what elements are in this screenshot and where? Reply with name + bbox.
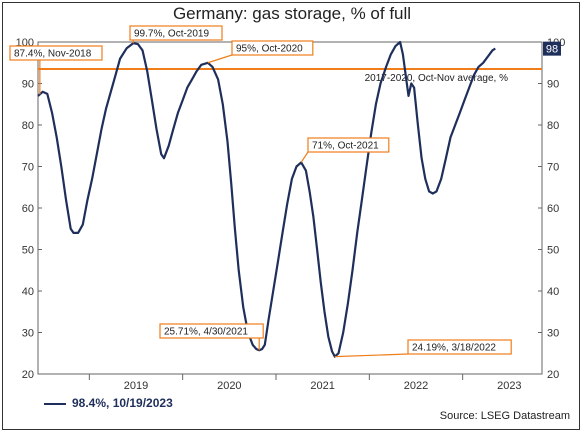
annotation-label: 24.19%, 3/18/2022: [412, 343, 496, 354]
y-tick-label-left: 90: [22, 79, 34, 91]
y-tick-label-right: 60: [547, 203, 559, 215]
series-line: [37, 40, 496, 358]
chart-title: Germany: gas storage, % of full: [172, 4, 412, 23]
y-tick-label-left: 60: [22, 203, 34, 215]
y-tick-label-right: 70: [547, 162, 559, 174]
annotation-box: [407, 339, 512, 355]
x-tick-label: 2022: [404, 380, 428, 392]
y-tick-label-right: 90: [547, 79, 559, 91]
series-group: [37, 40, 496, 358]
x-tick-label: 2021: [310, 380, 334, 392]
annotation-box: [307, 137, 390, 153]
legend: 98.4%, 10/19/2023: [44, 396, 173, 410]
x-tick-label: 2019: [124, 380, 148, 392]
average-line-label: 2017-2020, Oct-Nov average, %: [365, 73, 509, 84]
legend-swatch: [44, 402, 66, 405]
end-value-tag: [543, 41, 561, 56]
y-tick-label-left: 40: [22, 286, 34, 298]
y-tick-label-right: 20: [547, 369, 559, 381]
annotations-group: 87.4%, Nov-2018 99.7%, Oct-2019 95%, Oct-2…: [9, 25, 512, 358]
y-tick-label-left: 80: [22, 120, 34, 132]
annotation-leader: [300, 151, 309, 163]
legend-label: 98.4%, 10/19/2023: [72, 396, 173, 410]
plot-area-border: [37, 41, 543, 375]
average-line-group: 2017-2020, Oct-Nov average, %: [38, 67, 542, 84]
annotation-box: [129, 25, 223, 41]
chart-frame: [2, 2, 580, 430]
annotation-label: 95%, Oct-2020: [236, 44, 303, 55]
x-tick-label: 2023: [497, 380, 521, 392]
y-tick-label-left: 30: [22, 328, 34, 340]
annotation-box: [159, 323, 264, 339]
y-tick-label-left: 70: [22, 162, 34, 174]
y-tick-label-right: 30: [547, 328, 559, 340]
annotation-leader: [334, 353, 409, 358]
annotation-box: [9, 45, 103, 61]
y-tick-label-right: 50: [547, 245, 559, 257]
end-value-text: 98: [546, 44, 558, 56]
x-axis: 2019 2020 2021 2022 2023: [88, 374, 522, 392]
end-value-label-group: 98: [543, 41, 561, 56]
y-tick-label-left: 50: [22, 245, 34, 257]
y-tick-label-left: 20: [22, 369, 34, 381]
y-tick-label-right: 40: [547, 286, 559, 298]
annotation-label: 71%, Oct-2021: [312, 141, 379, 152]
source-note: Source: LSEG Datastream: [439, 410, 570, 422]
y-tick-label-right: 80: [547, 120, 559, 132]
annotation-label: 87.4%, Nov-2018: [14, 49, 92, 60]
annotation-leader: [207, 54, 233, 64]
annotation-box: [231, 40, 314, 56]
annotation-label: 99.7%, Oct-2019: [134, 29, 209, 40]
annotation-label: 25.71%, 4/30/2021: [164, 327, 248, 338]
x-tick-label: 2020: [217, 380, 241, 392]
